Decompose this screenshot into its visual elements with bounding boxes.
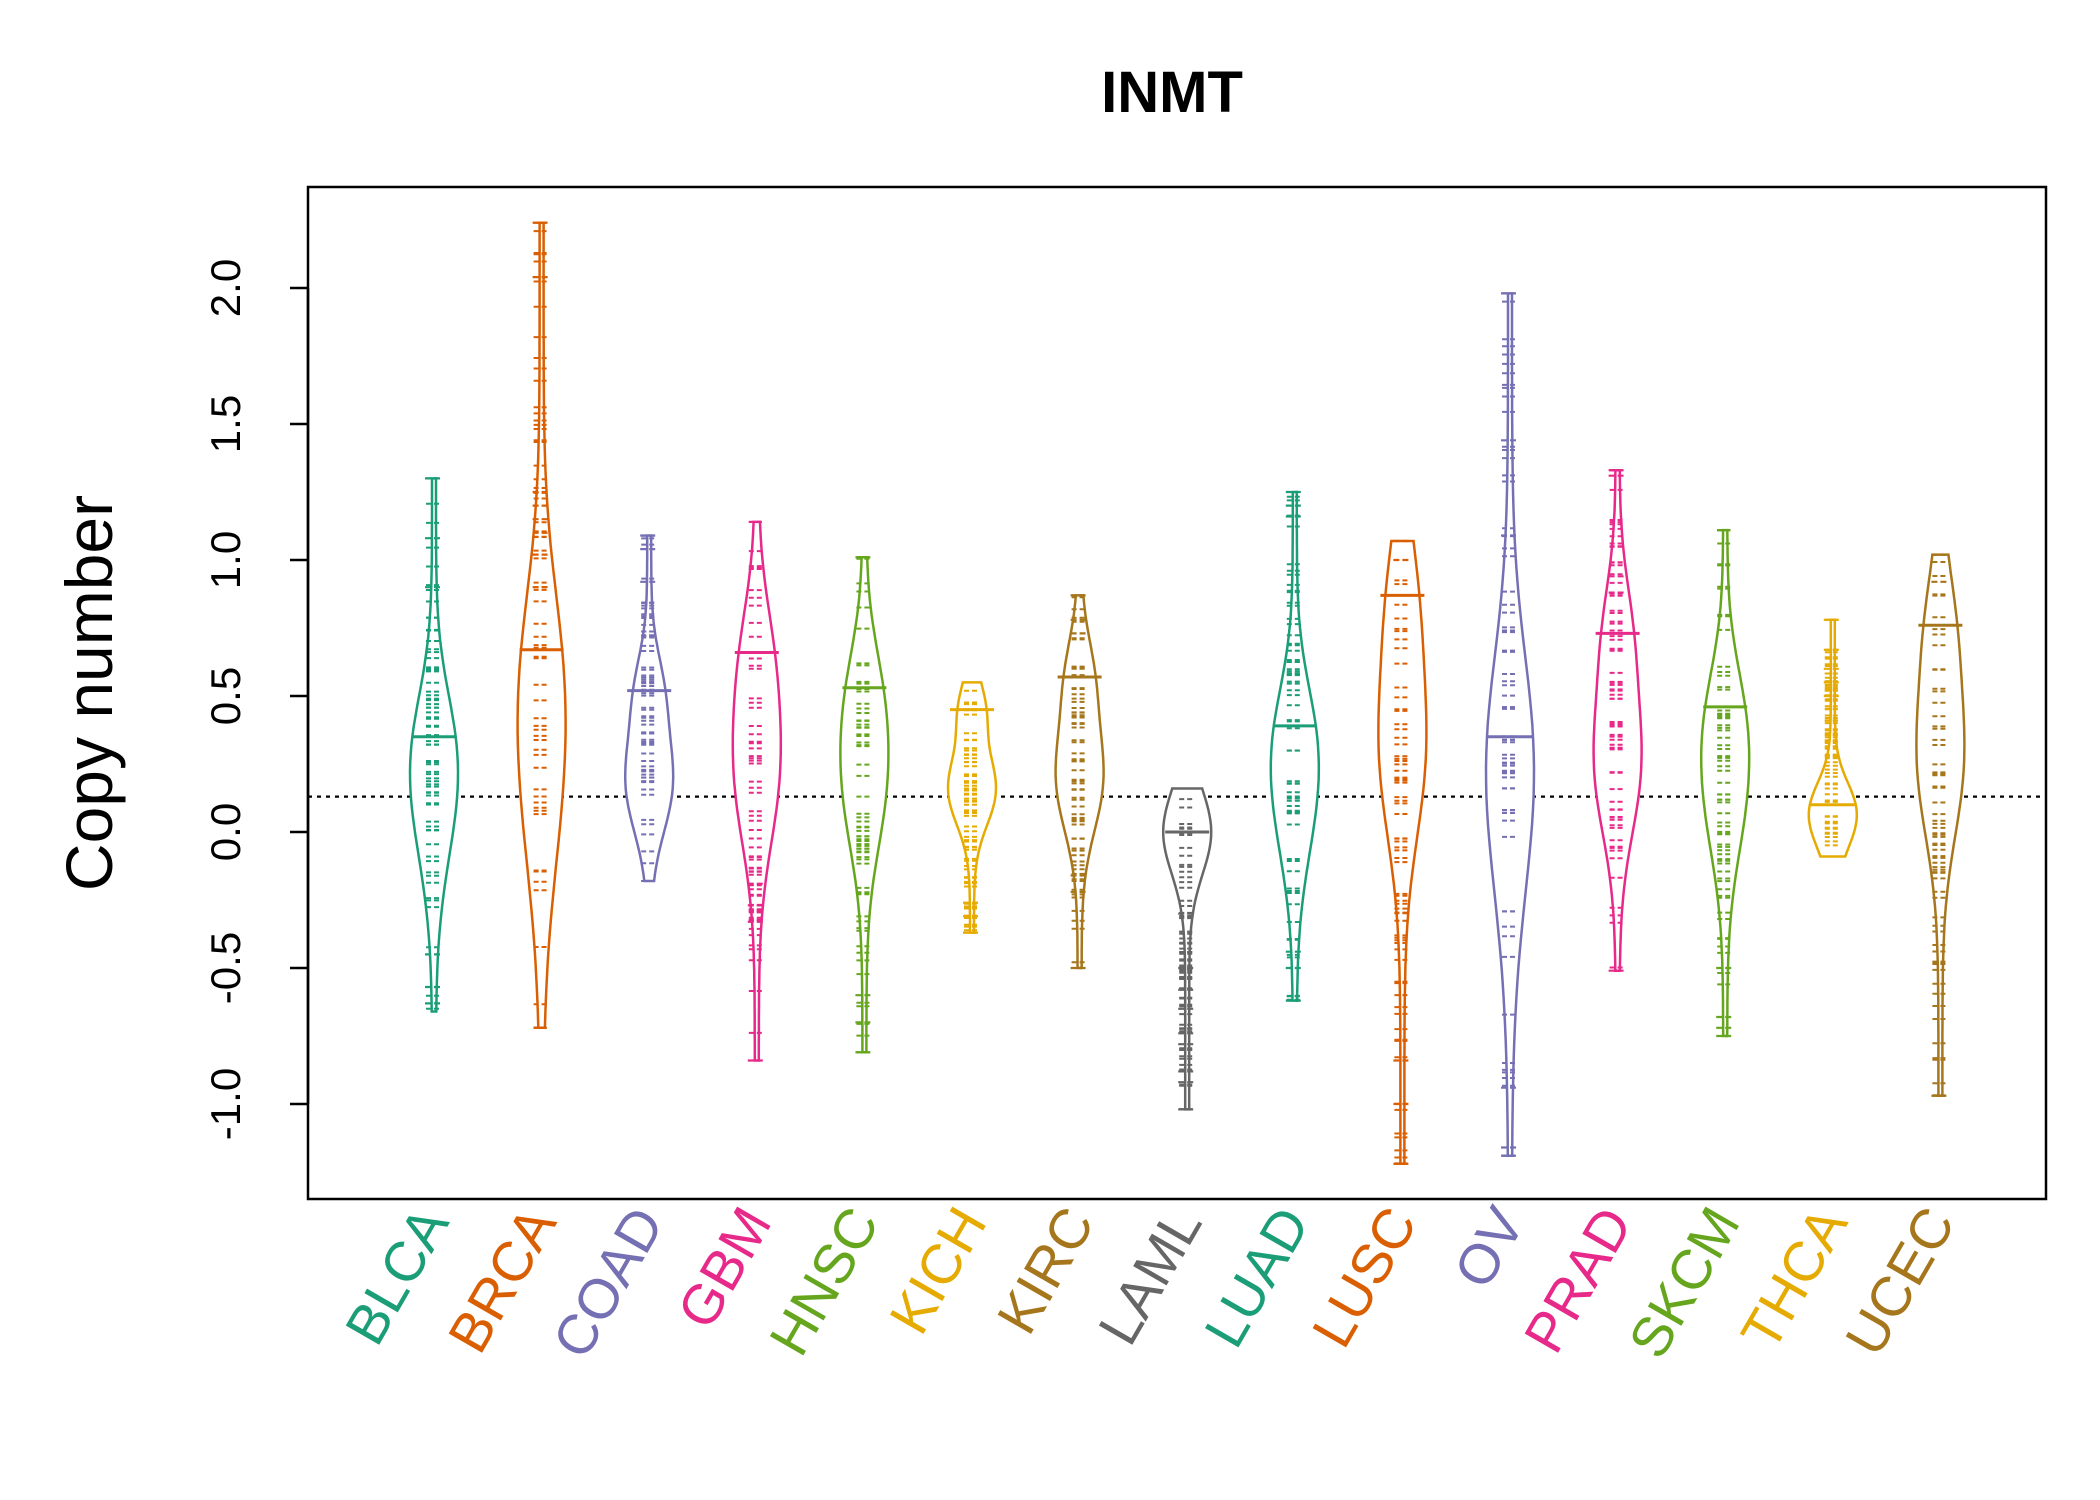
y-tick-label: 1.5: [202, 395, 249, 453]
bean-outline-ucec: [1915, 553, 1966, 1098]
bean-prad: [1592, 468, 1643, 972]
bean-ucec: [1915, 553, 1966, 1098]
bean-brca: [516, 221, 567, 1030]
bean-kirc: [1054, 594, 1105, 970]
y-axis: -1.0 -0.5 0.0 0.5 1.0 1.5 2.0: [202, 259, 310, 1140]
y-axis-label: Copy number: [52, 495, 126, 891]
bean-laml: [1161, 787, 1213, 1111]
bean-thca: [1807, 618, 1859, 858]
bean-hnsc: [839, 556, 890, 1054]
bean-gbm: [731, 520, 783, 1062]
y-tick-label: 0.0: [202, 803, 249, 861]
y-tick-label: 1.0: [202, 531, 249, 589]
y-tick-label: 0.5: [202, 667, 249, 725]
bean-luad: [1269, 490, 1321, 1002]
bean-kich: [946, 681, 998, 934]
chart-title: INMT: [1101, 60, 1243, 125]
bean-outline-lusc: [1377, 539, 1428, 1166]
y-tick-label: -0.5: [202, 932, 249, 1004]
bean-ov: [1484, 292, 1536, 1157]
bean-blca: [408, 477, 460, 1013]
bean-coad: [623, 534, 675, 883]
plot-area: [308, 221, 2046, 1166]
bean-lusc: [1377, 539, 1428, 1166]
y-tick-label: -1.0: [202, 1068, 249, 1140]
y-tick-label: 2.0: [202, 259, 249, 317]
bean-skcm: [1699, 528, 1751, 1038]
